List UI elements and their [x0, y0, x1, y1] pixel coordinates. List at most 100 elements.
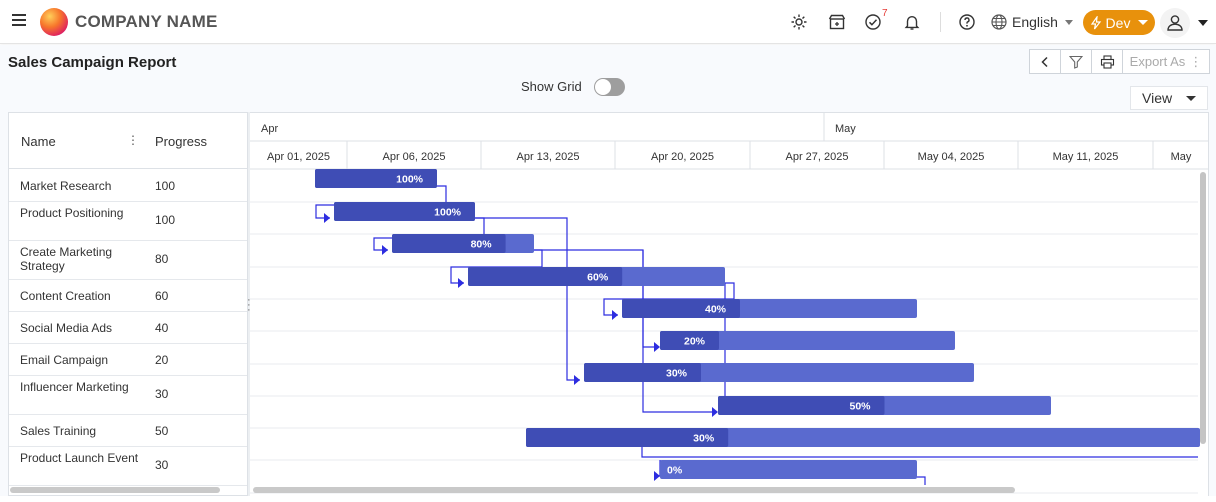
view-dropdown[interactable]: View [1130, 86, 1208, 110]
week-label: Apr 27, 2025 [786, 151, 849, 163]
chevron-left-icon [1041, 56, 1048, 67]
month-label: May [835, 123, 856, 135]
page-title: Sales Campaign Report [8, 54, 177, 71]
task-name: Influencer Marketing [20, 380, 129, 394]
gantt-bar-label: 80% [471, 239, 493, 251]
tasks-icon[interactable] [861, 10, 885, 34]
settings-icon[interactable] [787, 10, 811, 34]
report-toolbar: Export As ⋮ [1029, 49, 1210, 74]
export-label: Export As [1129, 54, 1186, 69]
chart-horizontal-scrollbar[interactable] [253, 487, 1015, 493]
chevron-down-icon [1138, 20, 1149, 25]
table-row[interactable]: Market Research 100 [9, 170, 247, 202]
column-menu-icon[interactable]: ⋮ [127, 133, 139, 147]
column-header-name[interactable]: Name [21, 134, 56, 149]
environment-label: Dev [1105, 14, 1131, 31]
task-grid: Name ⋮ Progress Market Research 100 Produc… [8, 112, 248, 496]
gantt-bar-label: 100% [396, 174, 424, 186]
week-label: Apr 06, 2025 [383, 151, 446, 163]
task-progress: 100 [155, 213, 176, 227]
task-progress: 80 [155, 252, 169, 266]
task-progress: 30 [155, 387, 169, 401]
task-name: Create Marketing Strategy [20, 245, 113, 273]
gantt-bar-progress [334, 202, 475, 221]
task-progress: 50 [155, 424, 169, 438]
month-label: Apr [261, 123, 278, 135]
arrow-head-icon [654, 342, 660, 352]
grid-horizontal-scrollbar[interactable] [10, 487, 220, 493]
week-label: May 04, 2025 [918, 151, 985, 163]
table-row[interactable]: Social Media Ads 40 [9, 312, 247, 344]
company-name: COMPANY NAME [75, 12, 218, 31]
bell-icon[interactable] [900, 10, 924, 34]
language-select[interactable]: English [990, 10, 1073, 34]
arrow-head-icon [574, 375, 580, 385]
arrow-head-icon [382, 245, 388, 255]
dependency-connector [917, 476, 926, 485]
table-row[interactable]: Sales Training 50 [9, 415, 247, 447]
column-header-progress[interactable]: Progress [155, 134, 208, 149]
chart-vertical-scrollbar[interactable] [1200, 172, 1206, 444]
gantt-bar-label: 20% [684, 336, 706, 348]
task-name: Content Creation [20, 289, 111, 303]
user-avatar[interactable] [1160, 8, 1190, 38]
language-label: English [1012, 14, 1058, 30]
environment-button[interactable]: Dev [1083, 10, 1155, 35]
back-button[interactable] [1030, 50, 1061, 73]
globe-icon [991, 14, 1007, 30]
company-logo [40, 8, 68, 36]
chevron-down-icon [1186, 95, 1197, 101]
menu-icon[interactable] [12, 14, 26, 28]
table-row[interactable]: Create Marketing Strategy 80 [9, 241, 247, 280]
table-row[interactable]: Content Creation 60 [9, 280, 247, 312]
arrow-head-icon [612, 310, 618, 320]
gantt-bar-progress [718, 396, 885, 415]
gantt-bar-progress [526, 428, 729, 447]
gantt-bar-progress [660, 331, 719, 350]
task-progress: 100 [155, 179, 176, 193]
week-label: Apr 20, 2025 [651, 151, 714, 163]
week-label: Apr 13, 2025 [517, 151, 580, 163]
show-grid-toggle[interactable] [594, 78, 625, 96]
panel-splitter[interactable] [248, 112, 250, 496]
week-label: Apr 01, 2025 [267, 151, 330, 163]
task-progress: 20 [155, 353, 169, 367]
splitter-handle-icon[interactable]: · · · [247, 294, 251, 316]
gantt-bar-progress [468, 267, 623, 286]
gantt-bar-label: 100% [434, 207, 462, 219]
grid-header: Name ⋮ Progress [9, 113, 247, 169]
print-button[interactable] [1092, 50, 1123, 73]
table-row[interactable]: Email Campaign 20 [9, 344, 247, 376]
table-row[interactable]: Product Launch Event 30 [9, 447, 247, 486]
gantt-bar-progress [622, 299, 740, 318]
task-name: Sales Training [20, 424, 97, 438]
table-row[interactable]: Product Positioning 100 [9, 202, 247, 241]
gantt-bar-progress [584, 363, 701, 382]
arrow-head-icon [654, 471, 660, 481]
toggle-knob [595, 79, 611, 95]
user-menu-chevron-icon[interactable] [1198, 20, 1208, 26]
task-name: Product Positioning [20, 206, 124, 220]
table-row[interactable]: Influencer Marketing 30 [9, 376, 247, 415]
notification-badge: 7 [882, 8, 888, 19]
lightning-icon [1090, 15, 1101, 29]
chevron-down-icon [1064, 19, 1073, 25]
toolbar-divider [940, 12, 941, 32]
export-button[interactable]: Export As ⋮ [1123, 50, 1209, 73]
filter-button[interactable] [1061, 50, 1092, 73]
printer-icon [1100, 54, 1114, 69]
help-icon[interactable] [955, 10, 979, 34]
task-name: Social Media Ads [20, 321, 113, 335]
task-progress: 30 [155, 458, 169, 472]
week-label: May 11, 2025 [1053, 151, 1119, 163]
gantt-bar-progress [392, 234, 506, 253]
gantt-canvas: Apr May Apr 01, 2025 Apr 06, 2025 Apr 13, 20… [250, 113, 1209, 494]
arrow-head-icon [712, 407, 718, 417]
task-progress: 60 [155, 289, 169, 303]
week-label: May [1171, 151, 1192, 163]
filter-icon [1069, 55, 1083, 69]
store-icon[interactable] [825, 10, 849, 34]
dependency-connector [475, 217, 580, 381]
top-bar: COMPANY NAME 7 English Dev [0, 0, 1216, 44]
view-label: View [1142, 90, 1173, 106]
